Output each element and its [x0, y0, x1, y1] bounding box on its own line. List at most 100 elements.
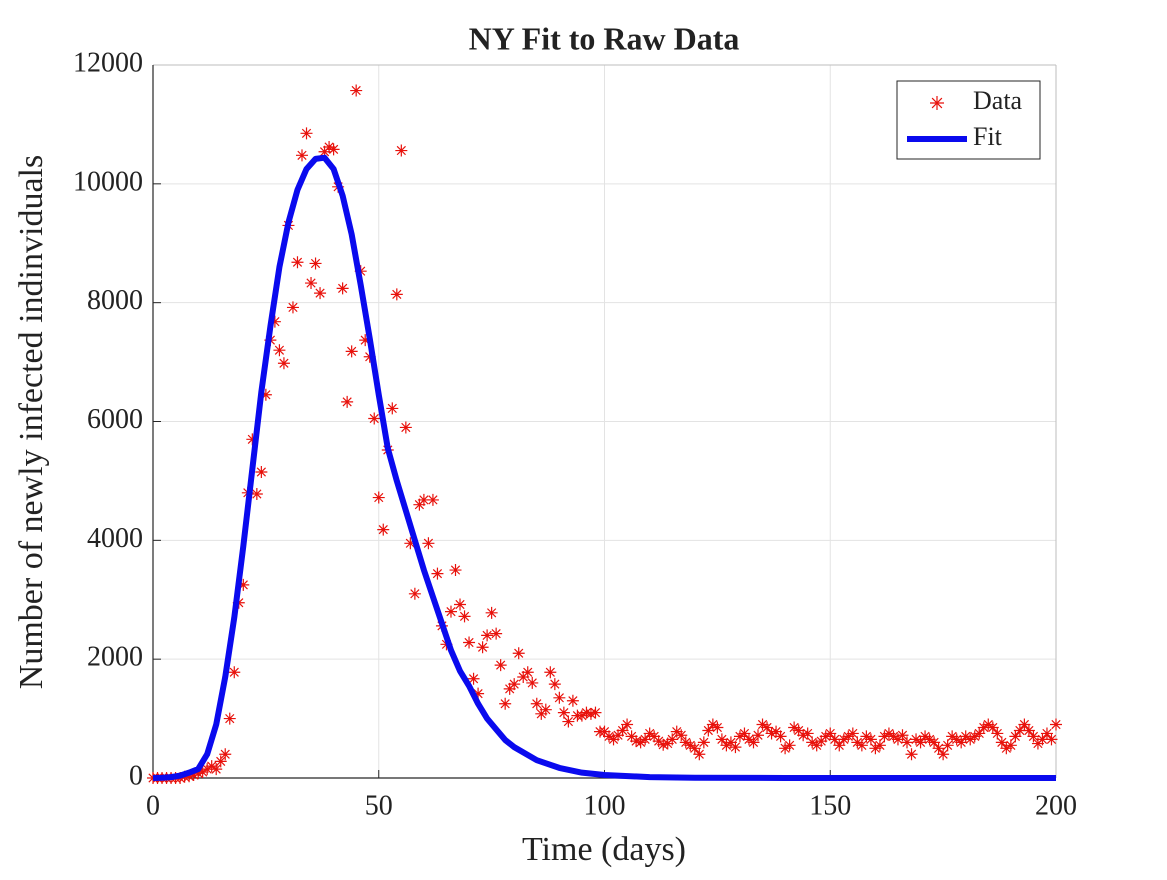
x-tick-label: 100 [584, 790, 626, 821]
data-point [318, 145, 331, 158]
data-point [652, 735, 665, 748]
data-point [517, 670, 530, 683]
data-point [1045, 733, 1058, 746]
data-point [815, 735, 828, 748]
data-point [973, 727, 986, 740]
data-point [616, 724, 629, 737]
data-point [901, 736, 914, 749]
data-point [882, 727, 895, 740]
data-point [431, 567, 444, 580]
data-point [797, 729, 810, 742]
data-point [259, 388, 272, 401]
data-point [291, 256, 304, 269]
data-point [855, 739, 868, 752]
data-point [697, 736, 710, 749]
data-point [404, 537, 417, 550]
data-point [286, 301, 299, 314]
data-point [982, 718, 995, 731]
data-point [336, 282, 349, 295]
data-point [693, 748, 706, 761]
fit-line [152, 154, 1056, 781]
data-point [228, 666, 241, 679]
data-point [463, 636, 476, 649]
data-point [675, 729, 688, 742]
data-point [639, 733, 652, 746]
data-point [255, 466, 268, 479]
data-point [977, 721, 990, 734]
chart-title: NY Fit to Raw Data [469, 20, 740, 56]
data-point [842, 730, 855, 743]
data-point [603, 730, 616, 743]
data-point [192, 767, 205, 780]
data-point [566, 694, 579, 707]
data-point [377, 523, 390, 536]
data-point [575, 709, 588, 722]
data-point [715, 733, 728, 746]
data-point [946, 730, 959, 743]
data-point [756, 718, 769, 731]
data-point [305, 277, 318, 290]
data-point [765, 727, 778, 740]
data-point [458, 610, 471, 623]
y-tick-label: 0 [129, 760, 143, 791]
legend-marker [930, 96, 944, 110]
data-point [670, 725, 683, 738]
data-point [720, 739, 733, 752]
data-point [476, 641, 489, 654]
data-point [544, 666, 557, 679]
data-point [210, 763, 223, 776]
data-point [607, 733, 620, 746]
data-point [1022, 724, 1035, 737]
data-point [752, 729, 765, 742]
data-point [422, 537, 435, 550]
data-point [761, 721, 774, 734]
data-point [548, 678, 561, 691]
data-point [959, 730, 972, 743]
data-point [923, 733, 936, 746]
data-point [770, 725, 783, 738]
data-point [873, 739, 886, 752]
data-point [1009, 730, 1022, 743]
data-point [223, 712, 236, 725]
data-point [444, 605, 457, 618]
data-point [426, 493, 439, 506]
data-point [937, 748, 950, 761]
y-tick-label: 2000 [87, 642, 143, 673]
data-point [914, 736, 927, 749]
data-point [684, 739, 697, 752]
data-point [661, 737, 674, 750]
data-point [747, 736, 760, 749]
data-point [472, 687, 485, 700]
data-point [792, 724, 805, 737]
data-point [205, 760, 218, 773]
data-point [919, 730, 932, 743]
x-axis-label: Time (days) [522, 831, 686, 868]
data-point [598, 725, 611, 738]
data-point [345, 345, 358, 358]
data-point [801, 727, 814, 740]
data-point [219, 748, 232, 761]
y-tick-label: 6000 [87, 404, 143, 435]
data-point [250, 487, 263, 500]
data-point [612, 729, 625, 742]
data-point [891, 733, 904, 746]
data-point [1027, 730, 1040, 743]
y-tick-label: 10000 [73, 166, 143, 197]
data-point [738, 727, 751, 740]
data-point [386, 402, 399, 415]
data-point [910, 733, 923, 746]
data-point [183, 770, 196, 783]
data-point [449, 564, 462, 577]
data-point [481, 629, 494, 642]
data-point [526, 676, 539, 689]
data-point [273, 344, 286, 357]
data-point [327, 143, 340, 156]
data-point [666, 733, 679, 746]
data-point [521, 666, 534, 679]
data-point [1018, 718, 1031, 731]
y-tick-label: 4000 [87, 523, 143, 554]
data-point [810, 739, 823, 752]
data-point [408, 587, 421, 600]
data-point [634, 736, 647, 749]
